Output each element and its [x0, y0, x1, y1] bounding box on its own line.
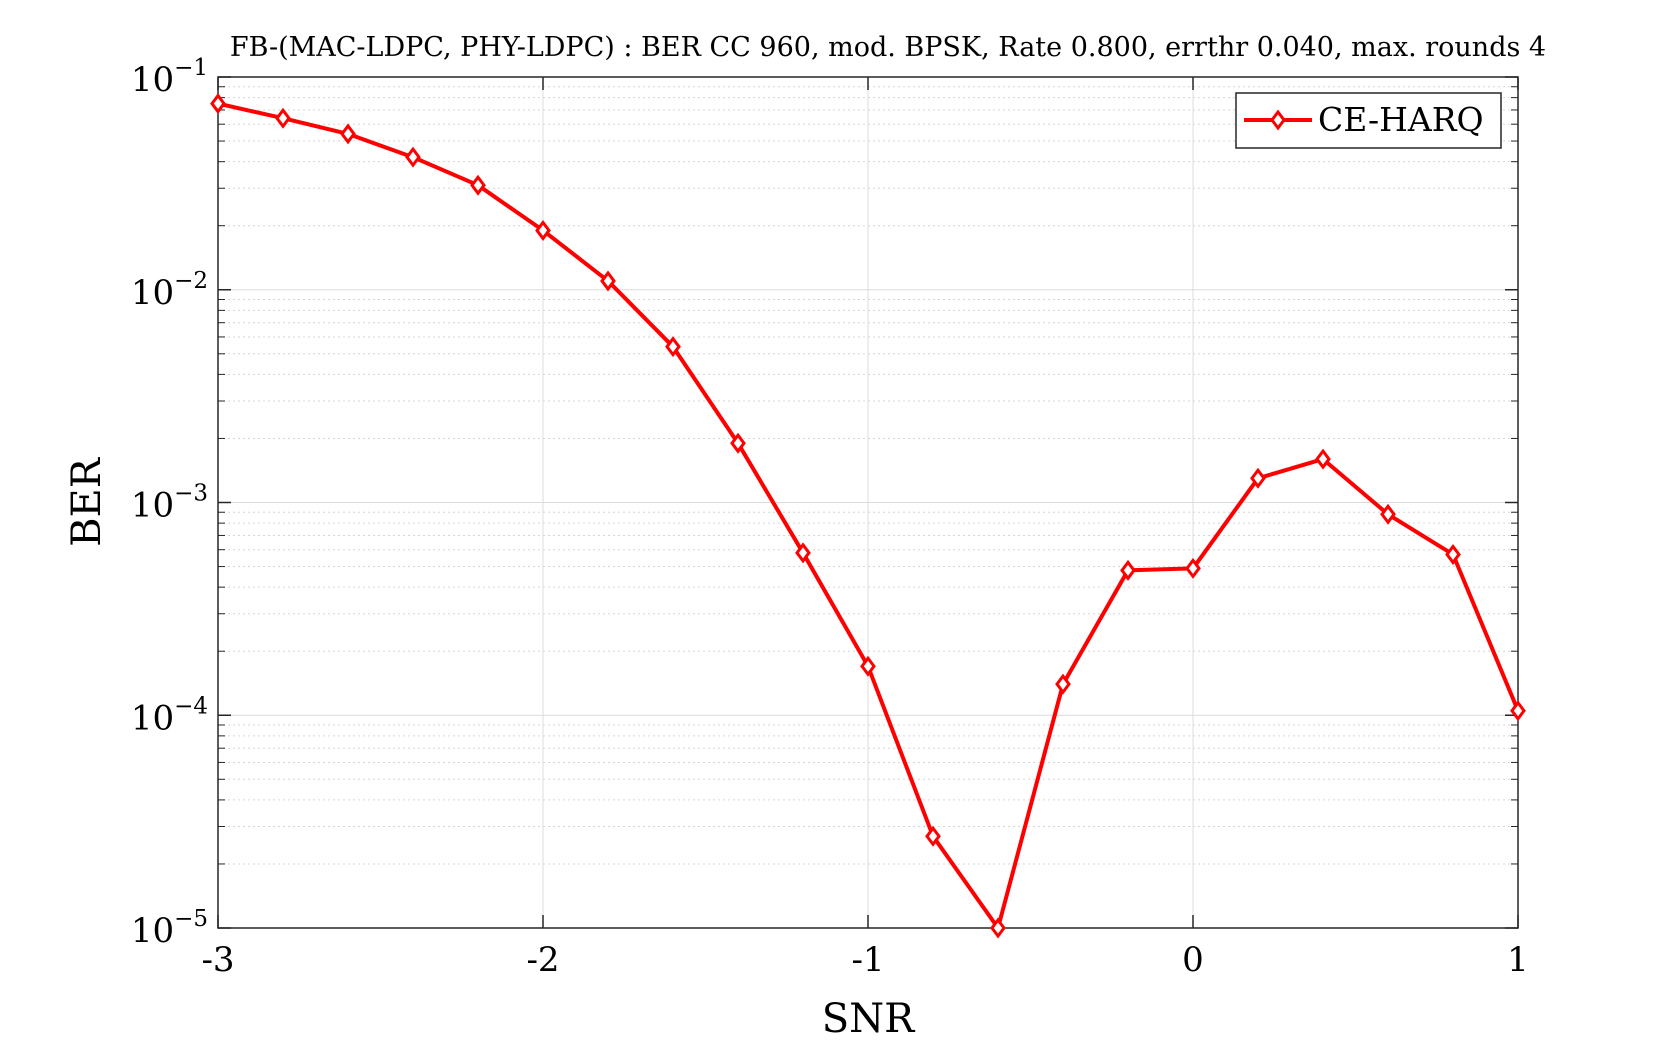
data-point-marker	[990, 917, 1006, 939]
x-tick-labels: -3 -2 -1 0 1	[201, 940, 1528, 980]
y-axis-label: BER	[64, 456, 110, 547]
grid	[217, 76, 1519, 929]
data-point-marker	[860, 655, 876, 677]
y-tick-label: 10−3	[131, 481, 208, 526]
data-point-marker	[795, 542, 811, 564]
data-point-marker	[600, 270, 616, 292]
y-tick-labels: 10−1 10−2 10−3 10−4 10−5	[131, 55, 208, 951]
data-point-marker	[730, 432, 746, 454]
x-tick-label: 1	[1507, 940, 1529, 980]
tick-marks	[217, 76, 1519, 929]
y-tick-label: 10−1	[131, 55, 208, 100]
chart-title: FB-(MAC-LDPC, PHY-LDPC) : BER CC 960, mo…	[230, 32, 1546, 63]
data-point-marker	[470, 174, 486, 196]
data-point-marker	[1185, 557, 1201, 579]
data-point-marker	[1445, 543, 1461, 565]
legend-label: CE-HARQ	[1318, 100, 1484, 139]
y-tick-label: 10−5	[131, 906, 208, 951]
data-point-marker	[1250, 467, 1266, 489]
series-layer	[210, 93, 1526, 939]
x-tick-label: -3	[201, 940, 234, 980]
x-axis-label: SNR	[822, 996, 916, 1042]
x-tick-label: -1	[851, 940, 884, 980]
data-point-marker	[1380, 503, 1396, 525]
y-tick-label: 10−4	[131, 693, 208, 738]
data-point-marker	[340, 123, 356, 145]
x-tick-label: 0	[1182, 940, 1204, 980]
data-point-marker	[210, 93, 226, 115]
data-point-marker	[1510, 700, 1526, 722]
data-point-marker	[925, 825, 941, 847]
y-tick-label: 10−2	[131, 268, 208, 313]
data-point-marker	[275, 107, 291, 129]
legend: CE-HARQ	[1235, 92, 1502, 149]
data-point-marker	[1315, 448, 1331, 470]
data-point-marker	[665, 336, 681, 358]
data-point-marker	[535, 219, 551, 241]
data-point-marker	[1055, 673, 1071, 695]
x-tick-label: -2	[526, 940, 559, 980]
data-point-marker	[405, 146, 421, 168]
data-point-marker	[1120, 559, 1136, 581]
legend-diamond-marker	[1270, 109, 1286, 131]
